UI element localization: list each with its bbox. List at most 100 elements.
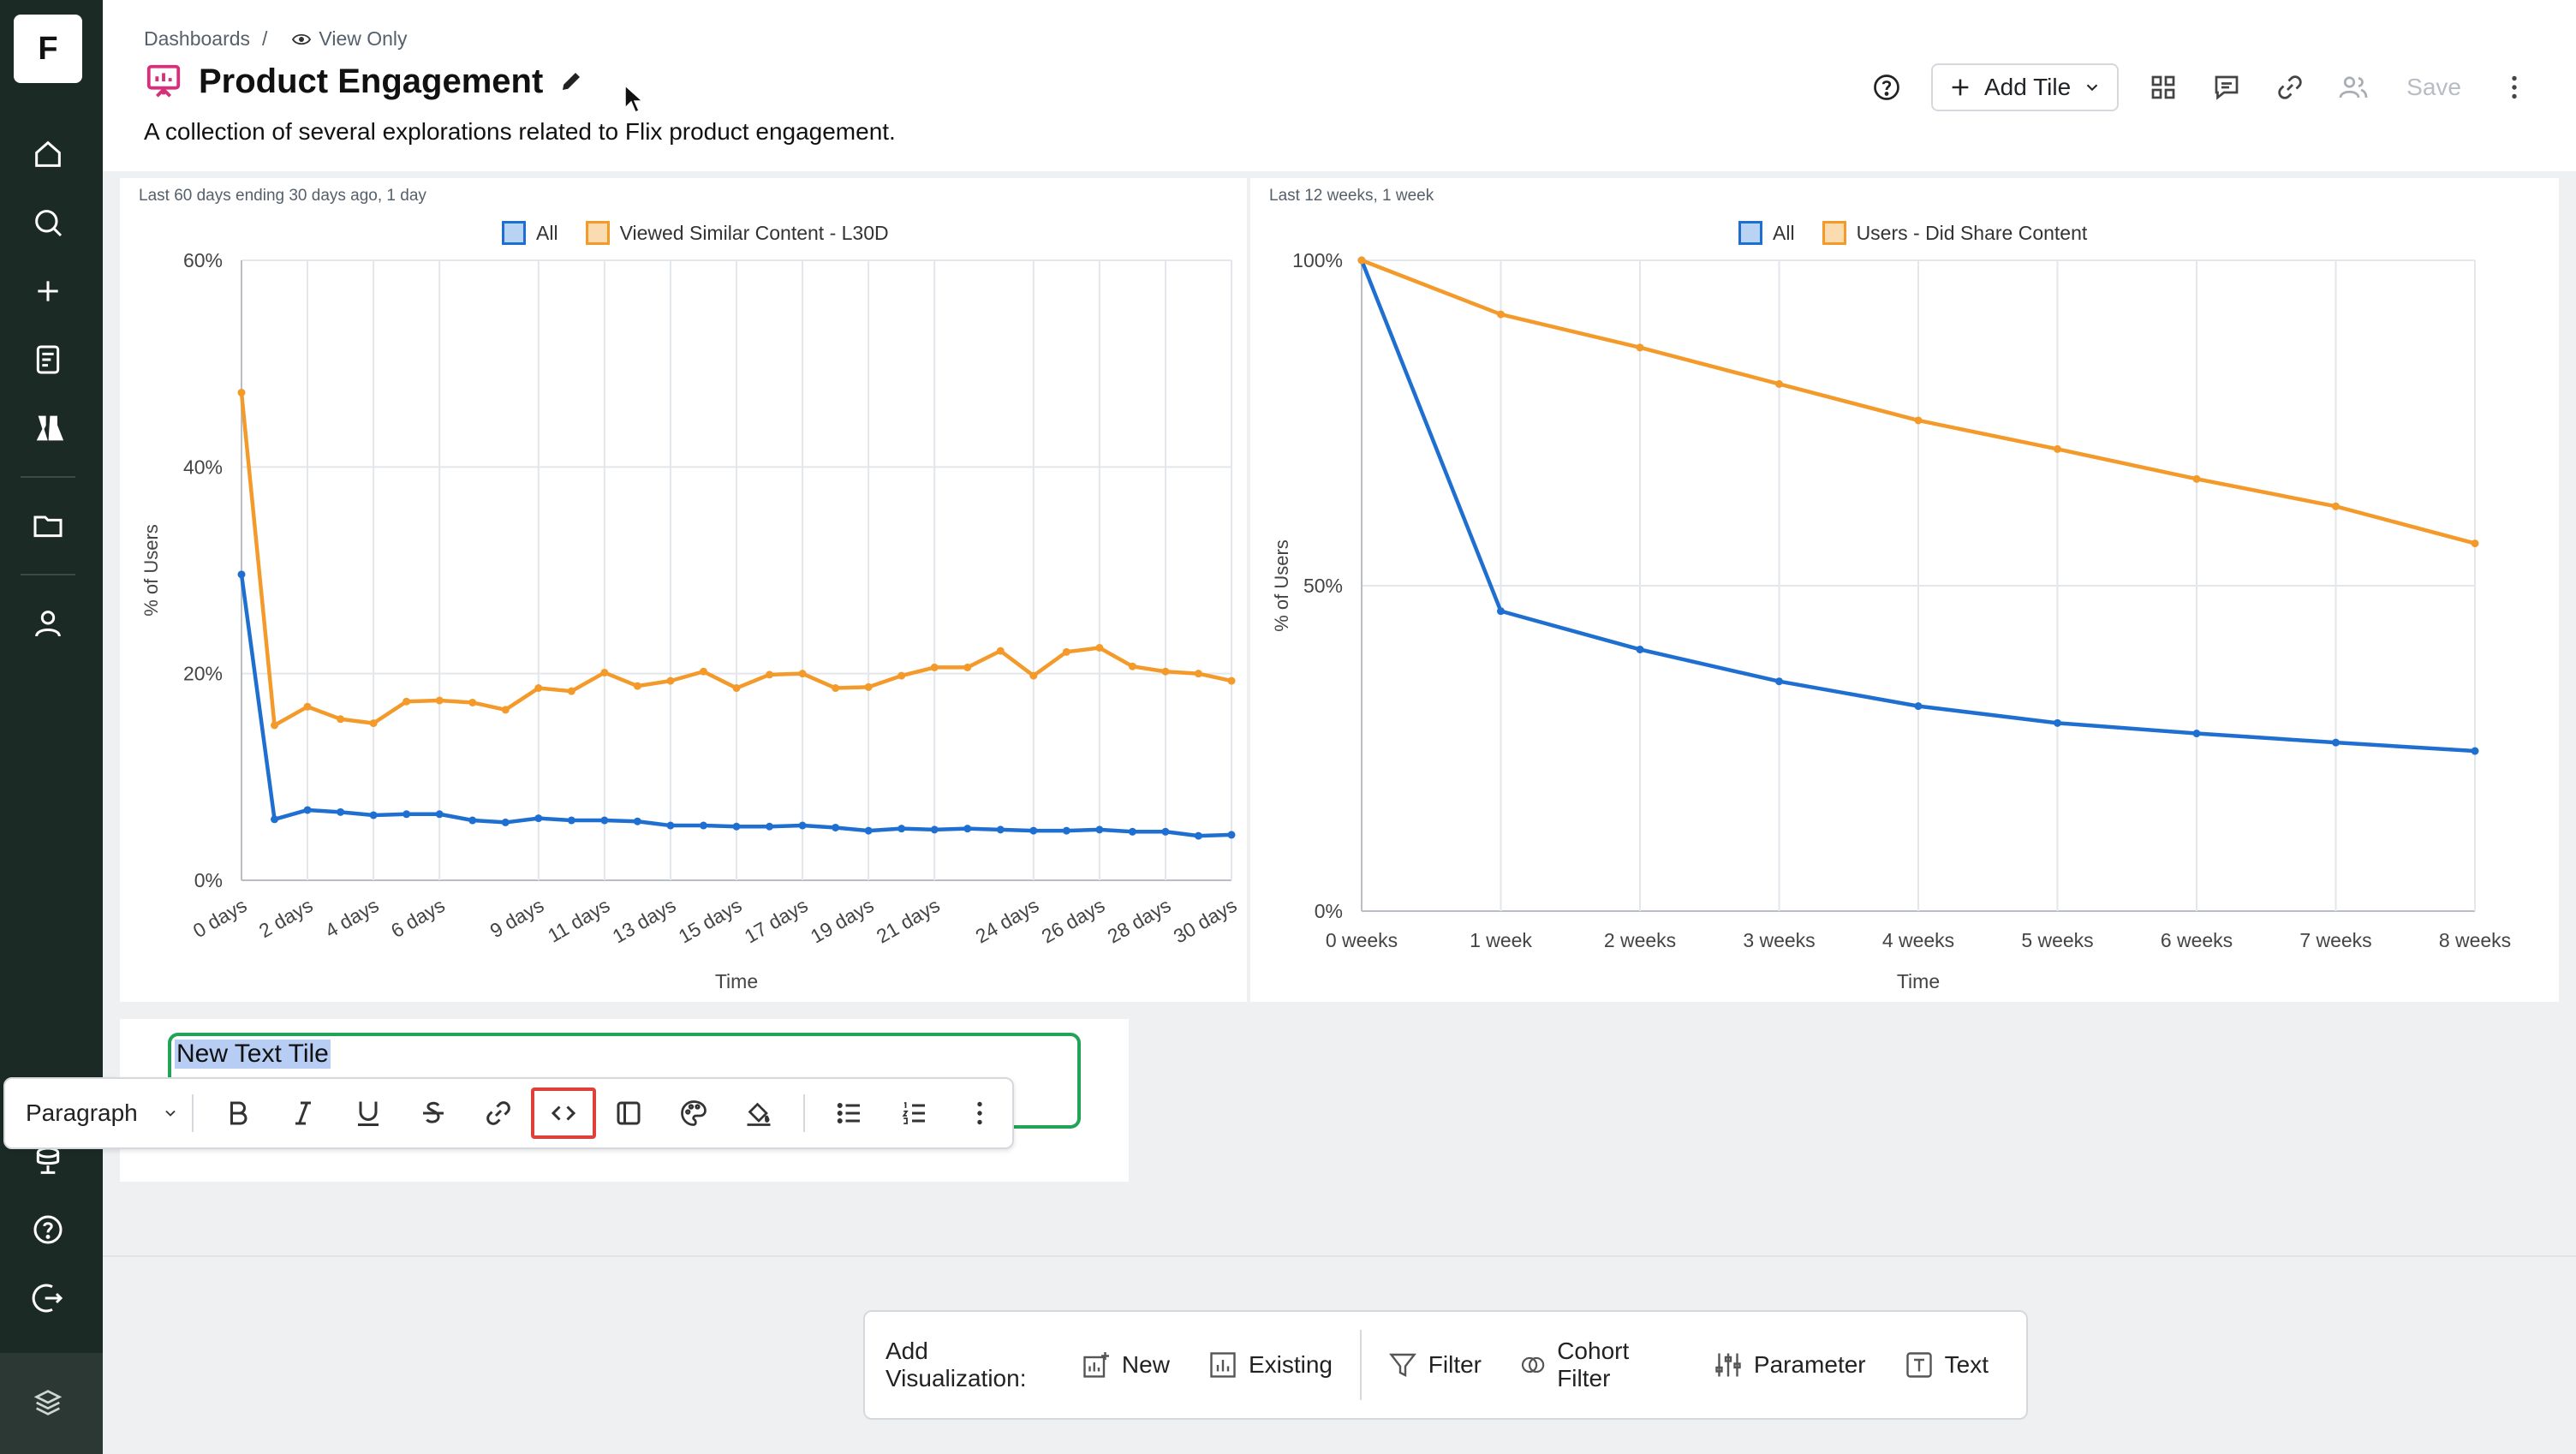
add-tile-label: Add Tile xyxy=(1984,74,2072,100)
page-description: A collection of several explorations rel… xyxy=(144,118,896,145)
home-icon[interactable] xyxy=(26,132,70,176)
data-point xyxy=(897,825,906,833)
brand-icon[interactable] xyxy=(26,1380,70,1425)
header-actions: Add Tile Save xyxy=(1868,63,2533,111)
block-type-dropdown[interactable]: Paragraph xyxy=(26,1099,180,1127)
x-tick-label: 8 weeks xyxy=(2439,929,2511,951)
add-new-button[interactable]: New xyxy=(1081,1350,1170,1380)
more-options-button[interactable] xyxy=(947,1088,1012,1139)
logout-icon[interactable] xyxy=(26,1276,70,1320)
eye-icon xyxy=(292,33,312,45)
add-tile-button[interactable]: Add Tile xyxy=(1931,63,2120,111)
y-tick-label: 0% xyxy=(1315,900,1343,922)
data-point xyxy=(1914,416,1923,425)
add-text-button[interactable]: Text xyxy=(1904,1350,1989,1380)
link-icon[interactable] xyxy=(2271,69,2309,106)
x-tick-label: 2 days xyxy=(255,894,317,942)
italic-button[interactable] xyxy=(271,1088,336,1139)
app-logo[interactable]: F xyxy=(14,15,82,83)
highlight-button[interactable] xyxy=(726,1088,791,1139)
grid-layout-icon[interactable] xyxy=(2144,69,2182,106)
data-point xyxy=(1062,826,1070,835)
legend-item-did-share[interactable]: Users - Did Share Content xyxy=(1822,221,2087,245)
data-point xyxy=(468,816,477,825)
bullet-list-button[interactable] xyxy=(817,1088,882,1139)
data-point xyxy=(1029,671,1038,680)
help-icon[interactable] xyxy=(26,1207,70,1252)
link-button[interactable] xyxy=(466,1088,531,1139)
numbered-list-icon xyxy=(902,1102,925,1124)
add-parameter-button[interactable]: Parameter xyxy=(1713,1350,1866,1380)
text-tile-content[interactable]: New Text Tile xyxy=(175,1040,331,1069)
data-point xyxy=(271,815,279,824)
experiments-icon[interactable] xyxy=(26,406,70,450)
legend-item-all[interactable]: All xyxy=(1738,221,1795,245)
x-tick-label: 13 days xyxy=(609,894,680,948)
data-point xyxy=(402,697,411,706)
y-tick-label: 60% xyxy=(183,249,223,271)
search-icon[interactable] xyxy=(26,200,70,245)
data-point xyxy=(271,721,279,730)
comment-icon[interactable] xyxy=(2208,69,2245,106)
user-icon[interactable] xyxy=(26,601,70,646)
edit-pencil-icon[interactable] xyxy=(558,69,584,94)
add-cohort-filter-button[interactable]: Cohort Filter xyxy=(1519,1338,1675,1392)
y-tick-label: 100% xyxy=(1292,249,1343,271)
data-point xyxy=(1357,256,1366,265)
breadcrumb-dashboards-link[interactable]: Dashboards xyxy=(144,27,251,50)
x-tick-label: 24 days xyxy=(972,894,1043,948)
numbered-list-button[interactable] xyxy=(882,1088,947,1139)
add-new-label: New xyxy=(1121,1351,1170,1378)
notebook-icon[interactable] xyxy=(26,337,70,382)
italic-icon xyxy=(295,1101,311,1125)
data-point xyxy=(435,810,444,819)
chart-tile-right[interactable]: Last 12 weeks, 1 week All Users - Did Sh… xyxy=(1250,178,2559,1002)
data-point xyxy=(666,821,675,830)
x-tick-label: 30 days xyxy=(1170,894,1241,948)
block-button[interactable] xyxy=(596,1088,661,1139)
more-vertical-icon[interactable] xyxy=(2496,69,2533,106)
chart-tile-left[interactable]: Last 60 days ending 30 days ago, 1 day A… xyxy=(120,178,1247,1002)
y-tick-label: 20% xyxy=(183,663,223,685)
add-parameter-label: Parameter xyxy=(1753,1351,1866,1378)
text-color-button[interactable] xyxy=(661,1088,726,1139)
save-button[interactable]: Save xyxy=(2406,74,2461,100)
y-axis-title: % of Users xyxy=(140,524,162,617)
data-point xyxy=(337,715,345,724)
text-box-icon xyxy=(1905,1352,1932,1378)
data-point xyxy=(1161,667,1170,676)
more-vertical-icon xyxy=(977,1101,982,1125)
x-tick-label: 9 days xyxy=(486,894,548,942)
data-point xyxy=(864,682,873,691)
data-point xyxy=(930,663,939,671)
chevron-down-icon xyxy=(2086,84,2098,92)
legend-item-all[interactable]: All xyxy=(502,221,558,245)
add-existing-button[interactable]: Existing xyxy=(1208,1350,1333,1380)
x-tick-label: 26 days xyxy=(1038,894,1109,948)
folder-icon[interactable] xyxy=(26,504,70,548)
underline-button[interactable] xyxy=(336,1088,401,1139)
data-point xyxy=(996,647,1005,655)
data-point xyxy=(832,684,840,693)
data-point xyxy=(963,825,972,833)
strikethrough-button[interactable] xyxy=(401,1088,466,1139)
data-point xyxy=(534,814,543,823)
bold-icon xyxy=(230,1101,247,1125)
legend-swatch-blue xyxy=(502,221,526,245)
share-users-icon[interactable] xyxy=(2334,69,2372,106)
code-button[interactable] xyxy=(531,1088,596,1139)
data-point xyxy=(832,823,840,831)
x-tick-label: 4 weeks xyxy=(1882,929,1954,951)
x-tick-label: 17 days xyxy=(741,894,812,948)
bold-button[interactable] xyxy=(206,1088,271,1139)
data-point xyxy=(2471,747,2479,755)
plus-icon[interactable] xyxy=(26,269,70,313)
toolbar-separator xyxy=(192,1094,194,1132)
chart-legend: All Users - Did Share Content xyxy=(1738,221,2099,245)
data-point xyxy=(369,719,378,728)
add-filter-button[interactable]: Filter xyxy=(1387,1350,1482,1380)
help-circle-icon[interactable] xyxy=(1868,69,1905,106)
data-point xyxy=(1636,645,1644,653)
legend-item-viewed-similar[interactable]: Viewed Similar Content - L30D xyxy=(585,221,889,245)
